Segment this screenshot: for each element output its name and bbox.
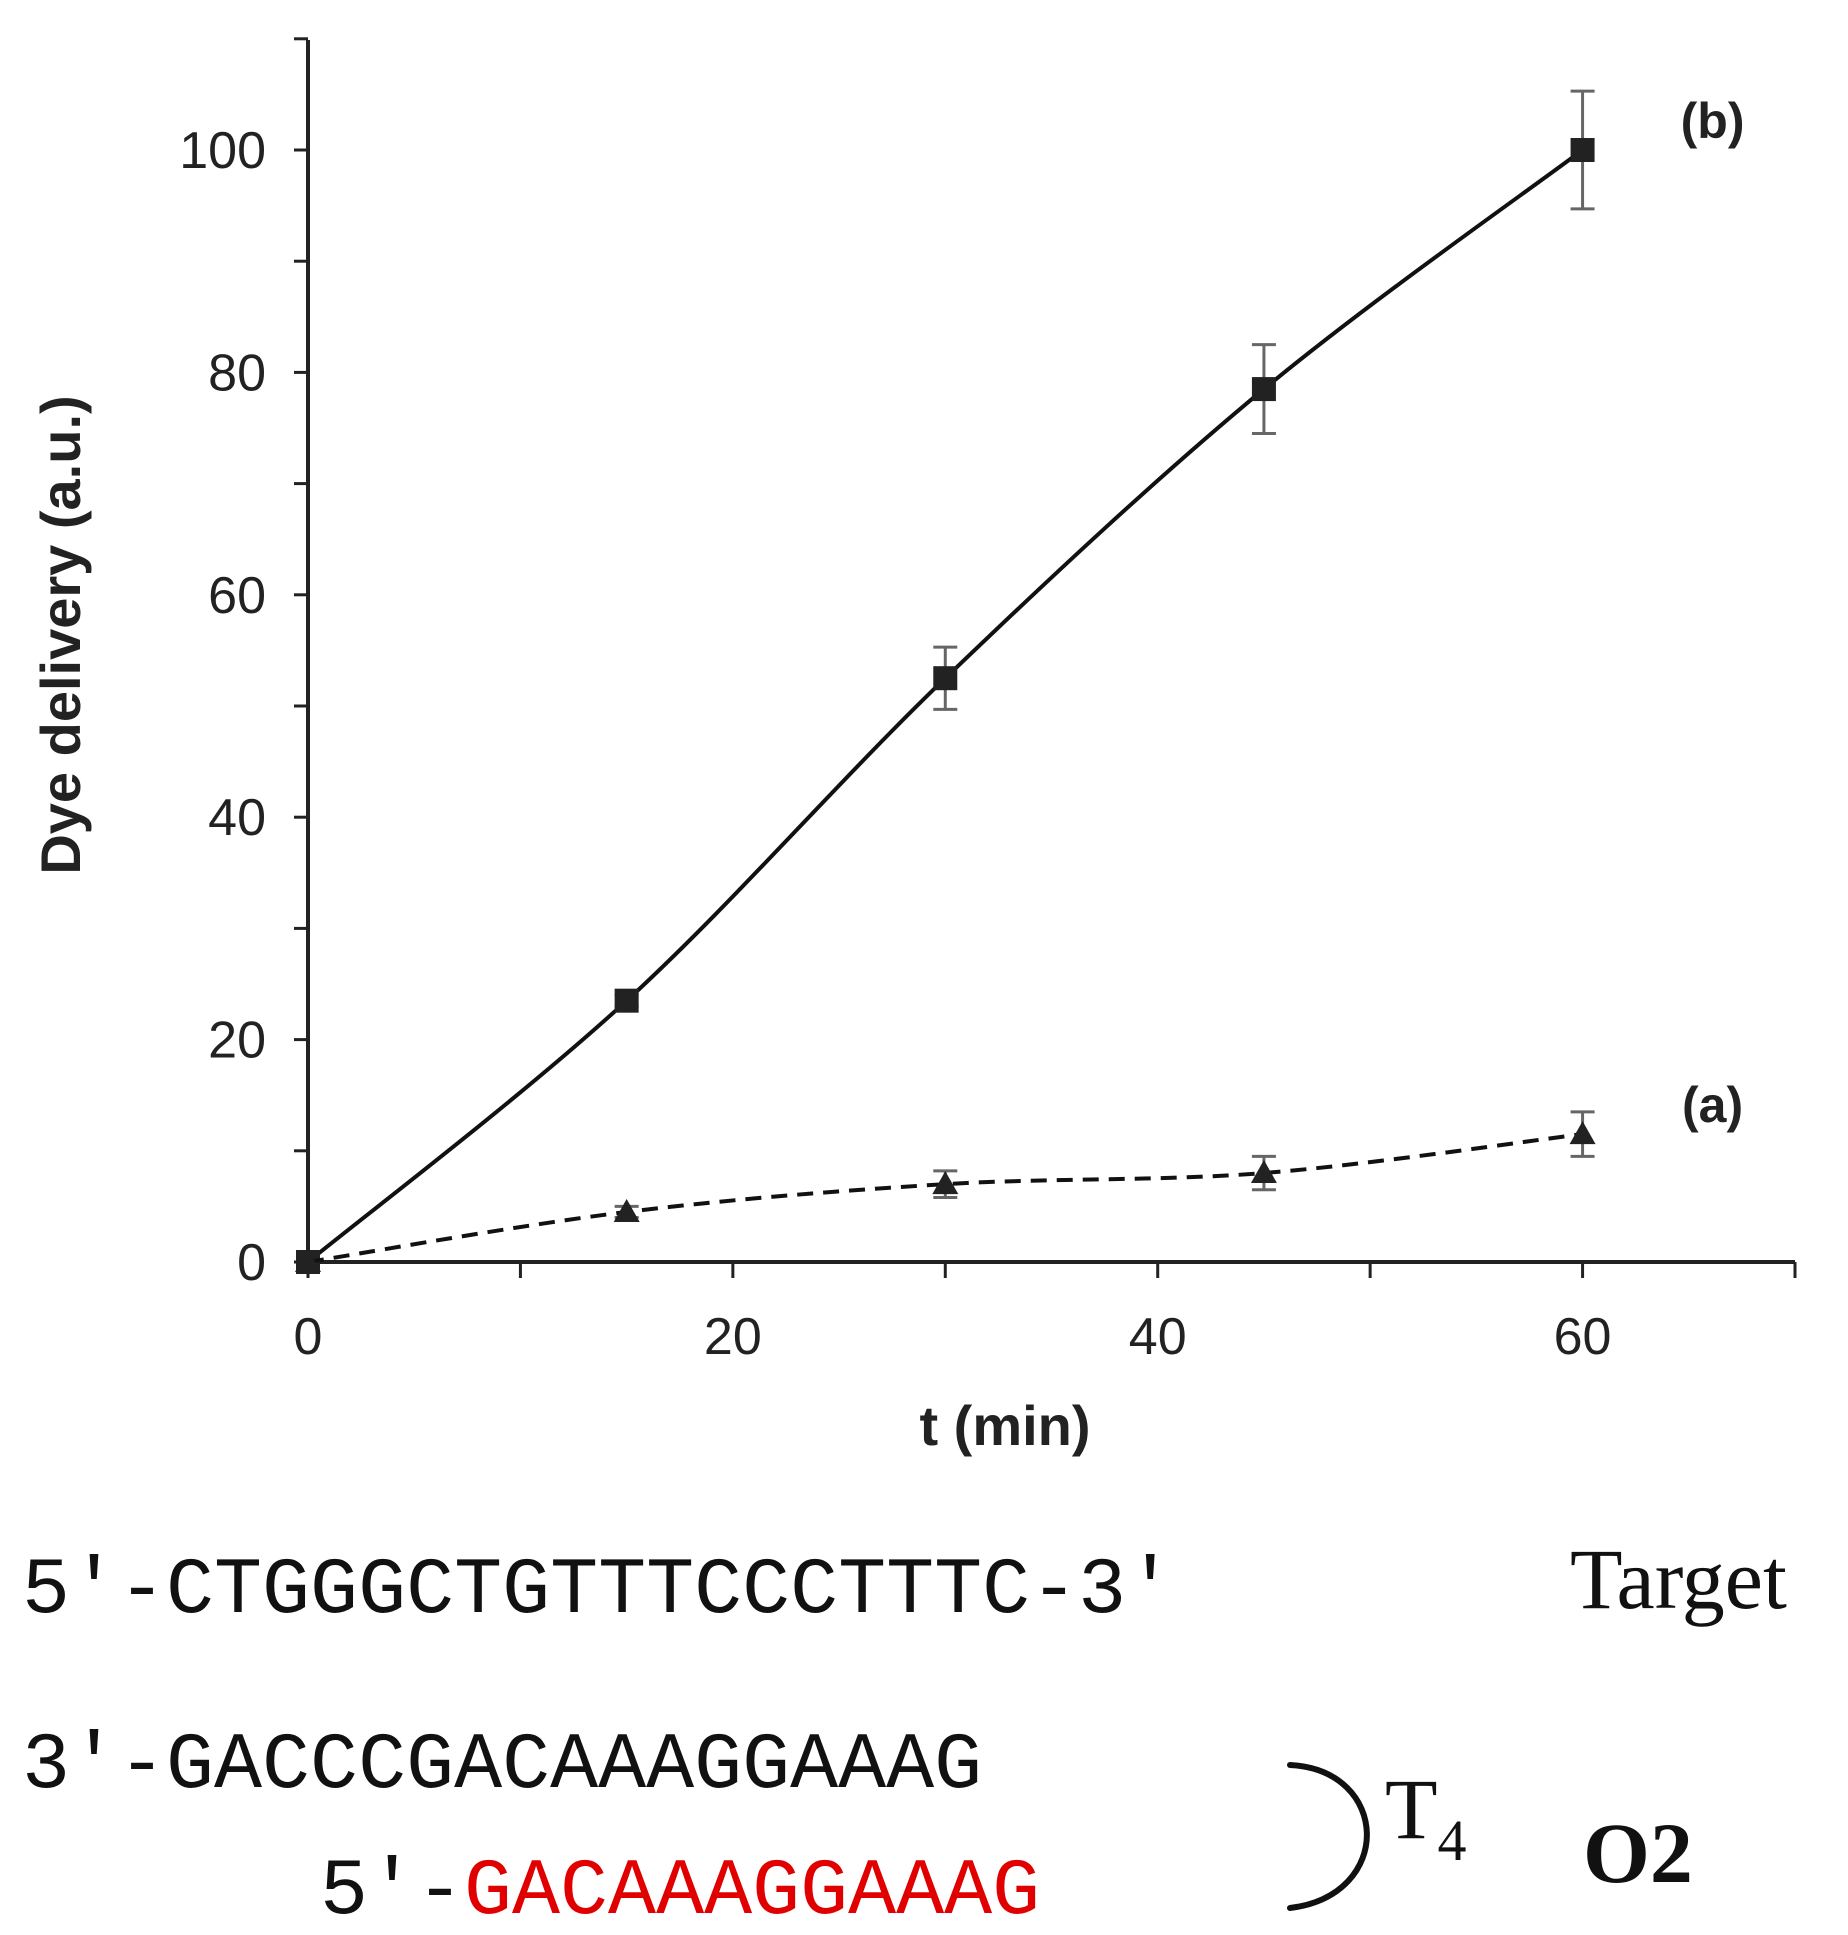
target-strand: 5'-CTGGGCTGTTTCCCTTTC-3' <box>22 1546 1174 1637</box>
y-tick-label: 100 <box>179 122 266 180</box>
data-point <box>933 666 958 691</box>
data-point <box>614 988 639 1013</box>
y-tick-label: 0 <box>237 1234 266 1292</box>
data-point <box>295 1249 321 1272</box>
data-point <box>1570 138 1595 162</box>
o2-bottom-prefix: 5'- <box>320 1847 464 1935</box>
data-point <box>1250 1160 1277 1184</box>
y-tick-label: 80 <box>208 344 266 402</box>
x-axis-ticks: 0 20 40 60 <box>294 1262 1797 1366</box>
y-axis-ticks: 0 20 40 60 80 100 <box>179 37 308 1292</box>
y-tick-label: 60 <box>208 567 266 625</box>
x-tick-label: 40 <box>1129 1308 1187 1366</box>
y-tick-label: 20 <box>208 1012 266 1070</box>
probe-label: O2 <box>1583 1805 1693 1901</box>
series-a: (a) <box>295 1077 1743 1272</box>
plot-area: 0 20 40 60 80 100 0 20 40 60 (b) (a) Dye delivery… <box>29 37 1797 1457</box>
target-suffix: -3' <box>1030 1546 1174 1637</box>
series-label: (a) <box>1682 1077 1743 1133</box>
loop-base: T <box>1385 1761 1438 1857</box>
o2-bottom-strand: 5'-GACAAAGGAAAG <box>320 1847 1040 1935</box>
series-line <box>307 1132 1583 1264</box>
x-tick-label: 20 <box>704 1308 762 1366</box>
y-axis-title: Dye delivery (a.u.) <box>29 395 92 874</box>
data-point <box>932 1171 959 1195</box>
loop-bracket <box>1287 1762 1370 1911</box>
series-layer: (b) (a) <box>295 89 1745 1274</box>
x-tick-label: 60 <box>1554 1308 1612 1366</box>
target-prefix: 5'- <box>22 1546 166 1637</box>
data-point <box>1569 1121 1596 1145</box>
series-b: (b) <box>296 89 1745 1274</box>
target-label: Target <box>1570 1531 1787 1627</box>
x-axis-title: t (min) <box>919 1394 1090 1457</box>
series-label: (b) <box>1681 93 1745 149</box>
y-tick-label: 40 <box>208 789 266 847</box>
sequence-diagram: 5'-CTGGGCTGTTTCCCTTTC-3' Target 3'-GACCC… <box>22 1531 1787 1935</box>
data-point <box>613 1198 640 1222</box>
data-point <box>1251 377 1276 402</box>
o2-top-strand: 3'-GACCCGACAAAGGAAAG <box>22 1721 982 1812</box>
target-sequence: CTGGGCTGTTTCCCTTTC <box>166 1546 1030 1637</box>
x-tick-label: 0 <box>294 1308 323 1366</box>
o2-top-sequence: GACCCGACAAAGGAAAG <box>166 1721 982 1812</box>
o2-top-prefix: 3'- <box>22 1721 166 1812</box>
loop-label: T4 <box>1385 1761 1467 1873</box>
loop-subscript: 4 <box>1438 1808 1467 1873</box>
o2-bottom-sequence: GACAAAGGAAAG <box>464 1847 1040 1935</box>
